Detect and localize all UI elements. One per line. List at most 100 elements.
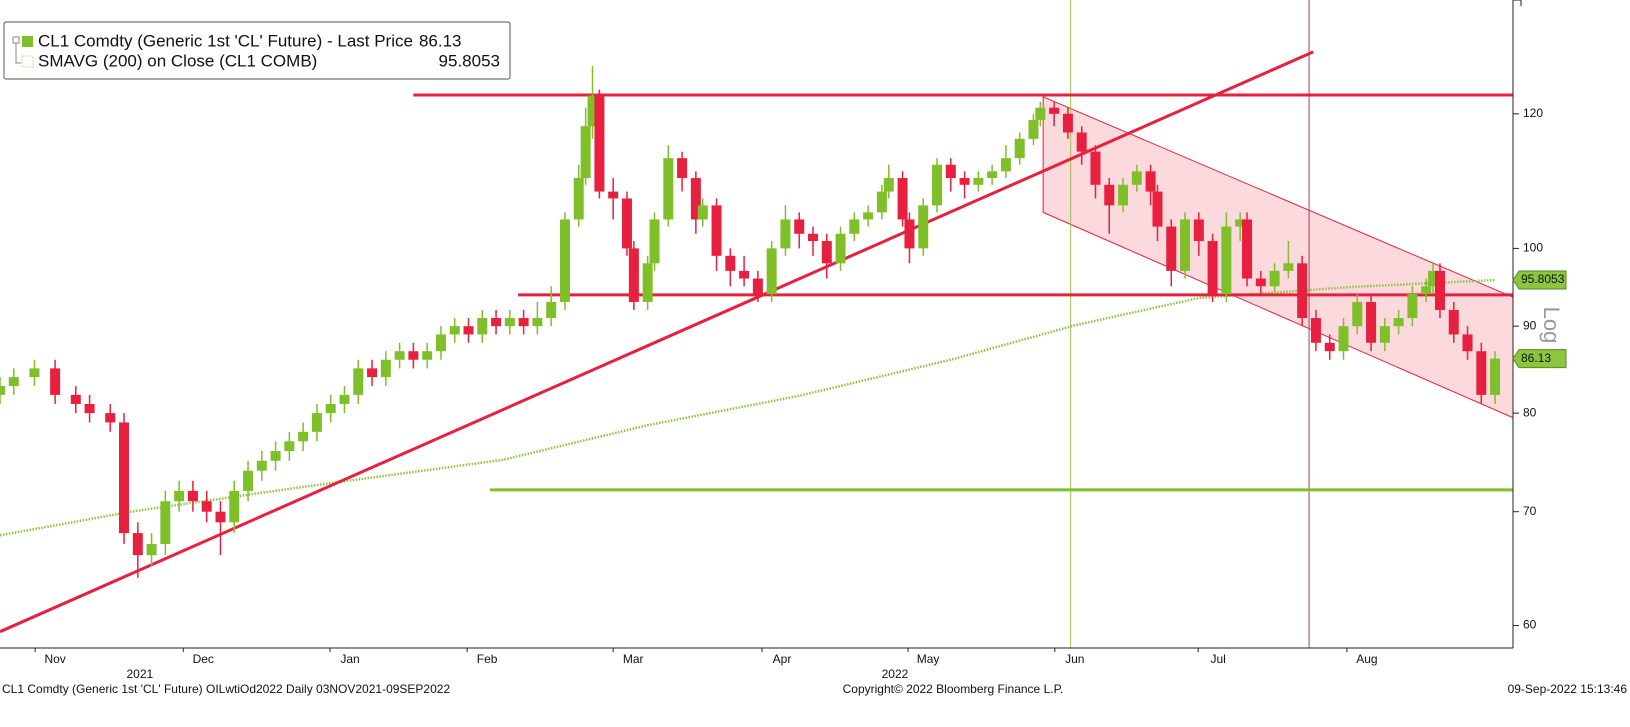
- y-tick-label: 120: [1523, 106, 1543, 120]
- candle-body: [353, 368, 364, 395]
- axis-arrow: [1513, 0, 1522, 6]
- footer-copyright: Copyright© 2022 Bloomberg Finance L.P.: [843, 682, 1064, 696]
- candle-body: [973, 178, 984, 185]
- footer-source: CL1 Comdty (Generic 1st 'CL' Future) OIL…: [2, 682, 450, 696]
- candle-body: [1434, 270, 1445, 310]
- candle-body: [132, 533, 143, 556]
- candle-body: [215, 511, 226, 523]
- candle-body: [642, 263, 653, 302]
- candle-body: [477, 318, 488, 335]
- candle-body: [559, 219, 570, 302]
- candle-body: [29, 368, 40, 378]
- annotation-line: [0, 50, 1314, 634]
- legend-tree: [12, 36, 21, 64]
- y-tick-label: 60: [1523, 618, 1537, 632]
- legend-box: [3, 21, 511, 80]
- candle-body: [84, 403, 95, 414]
- candle-body: [1338, 326, 1349, 352]
- year-label: 2021: [127, 667, 154, 681]
- candle-body: [174, 490, 185, 502]
- candle-body: [1221, 226, 1232, 295]
- legend-value: 86.13: [419, 31, 462, 50]
- candle-body: [849, 219, 860, 234]
- candle-body: [945, 164, 956, 179]
- candle-body: [1352, 301, 1363, 327]
- candle-body: [1490, 358, 1501, 395]
- candle-body: [677, 158, 688, 179]
- candle-body: [883, 178, 894, 192]
- candle-body: [70, 394, 81, 404]
- footer-timestamp: 09-Sep-2022 15:13:46: [1508, 682, 1628, 696]
- x-tick-label: Jun: [1065, 652, 1084, 666]
- candle-body: [8, 377, 19, 386]
- candle-body: [1000, 158, 1011, 172]
- candle-body: [532, 318, 543, 327]
- candle-body: [690, 178, 701, 220]
- candle-body: [959, 178, 970, 185]
- candle-body: [1035, 107, 1046, 120]
- candle-body: [449, 326, 460, 335]
- candle-body: [1180, 219, 1191, 271]
- candle-body: [311, 413, 322, 432]
- candle-body: [780, 219, 791, 249]
- candle-body: [1242, 219, 1253, 279]
- candle-body: [229, 490, 240, 523]
- candle-body: [1028, 119, 1039, 139]
- candle-body: [1476, 351, 1487, 395]
- candle-body: [1297, 263, 1308, 319]
- candle-body: [146, 544, 157, 556]
- y-tick-label: 90: [1523, 318, 1537, 332]
- candle-body: [1269, 270, 1280, 287]
- candle-body: [594, 95, 605, 192]
- candle-body: [325, 403, 336, 414]
- candle-body: [1076, 132, 1087, 152]
- candle-body: [1255, 278, 1266, 287]
- candle-body: [1014, 138, 1025, 159]
- y-tick-label: 80: [1523, 405, 1537, 419]
- x-tick-label: Dec: [193, 652, 214, 666]
- x-tick-label: Mar: [623, 652, 644, 666]
- candle-body: [1366, 301, 1377, 343]
- candle-body: [394, 351, 405, 360]
- candle-body: [518, 318, 529, 327]
- candle-body: [794, 219, 805, 234]
- candle-body: [119, 422, 130, 534]
- candle-body: [821, 241, 832, 264]
- candle-body: [580, 126, 591, 179]
- y-tick-label: 100: [1523, 241, 1543, 255]
- candle-body: [663, 158, 674, 220]
- candle-body: [932, 164, 943, 206]
- x-tick-label: Nov: [44, 652, 65, 666]
- candle-body: [1407, 294, 1418, 319]
- x-tick-label: Aug: [1356, 652, 1377, 666]
- candle-body: [835, 233, 846, 264]
- candle-body: [1207, 241, 1218, 295]
- candle-body: [1131, 171, 1142, 185]
- legend-entry: SMAVG (200) on Close (CL1 COMB): [38, 51, 317, 70]
- candle-body: [0, 385, 5, 395]
- plot-area: [0, 0, 1514, 648]
- candle-body: [918, 205, 929, 249]
- candle-body: [587, 95, 598, 127]
- x-tick-label: Feb: [477, 652, 498, 666]
- candle-body: [1324, 342, 1335, 352]
- candle-body: [546, 301, 557, 319]
- candle-body: [1379, 326, 1390, 343]
- candle-body: [1428, 270, 1439, 287]
- candle-body: [1062, 113, 1073, 133]
- legend-swatch: [21, 55, 34, 68]
- candle-body: [339, 394, 350, 404]
- candle-body: [752, 278, 763, 295]
- candle-body: [739, 270, 750, 279]
- candle-body: [1090, 151, 1101, 185]
- candle-body: [256, 460, 267, 471]
- candle-body: [380, 359, 391, 378]
- candle-body: [1448, 309, 1459, 335]
- candle-body: [573, 178, 584, 220]
- price-tag-label: 86.13: [1521, 351, 1551, 365]
- candle-body: [876, 191, 887, 213]
- price-tag-label: 95.8053: [1521, 272, 1565, 286]
- candle-body: [270, 451, 281, 461]
- candle-body: [904, 219, 915, 249]
